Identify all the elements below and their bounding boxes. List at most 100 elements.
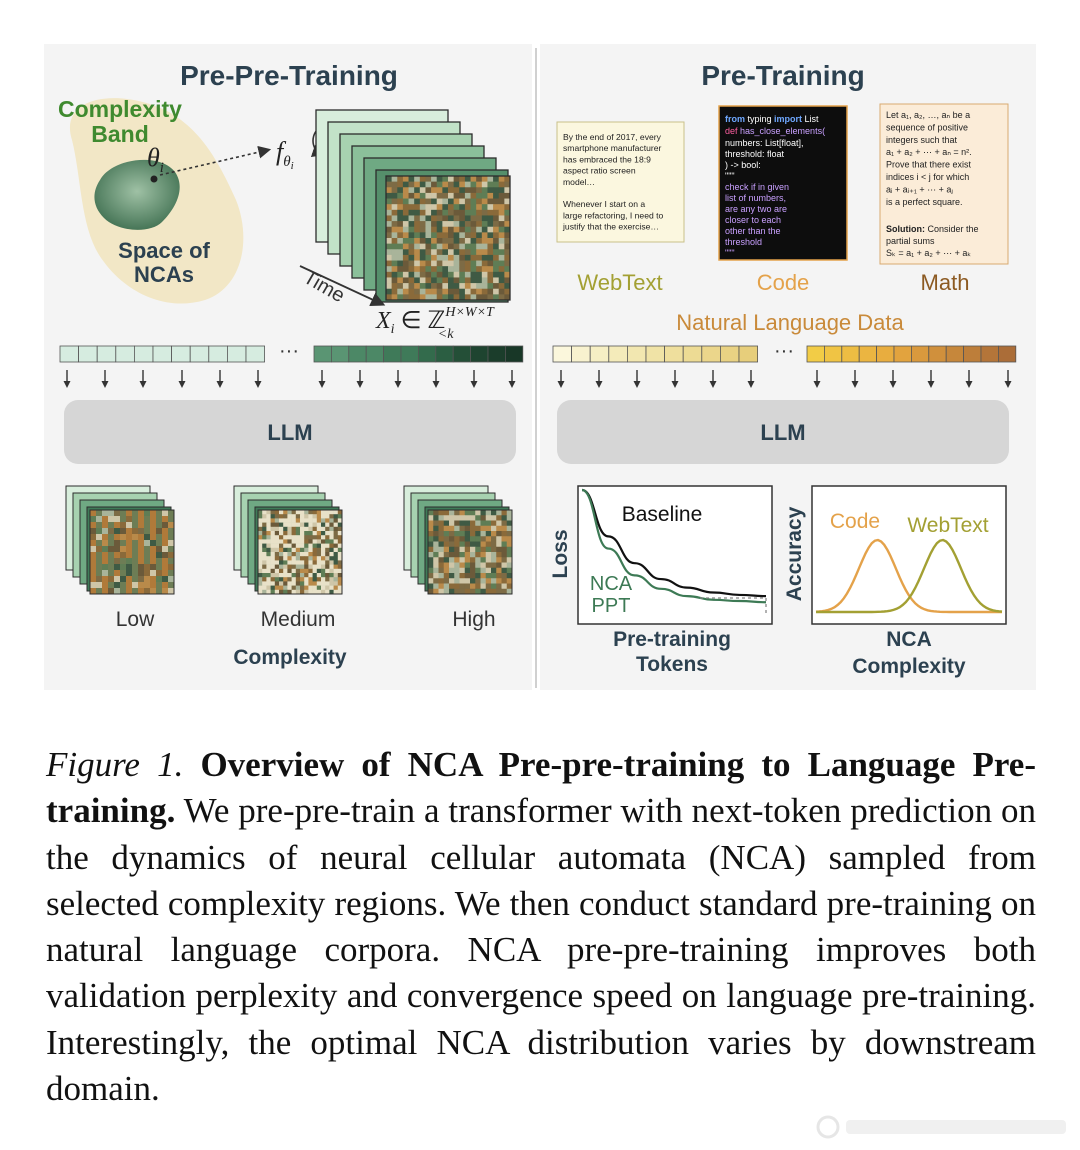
natural-language-label: Natural Language Data [676,310,904,335]
nca-ppt-label-1: NCA [590,573,633,595]
card-line: integers such that [886,135,958,145]
token-cell [133,345,154,363]
card-line: Sₖ = a₁ + a₂ + ⋯ + aₖ [886,248,971,258]
token-cell [152,345,173,363]
caption-title: Overview of NCA Pre-pre-training to Lang… [46,745,1036,831]
token-cell [858,345,878,363]
token-arrowhead [432,381,440,388]
card-line: threshold [725,237,762,247]
complexity-low-label: Low [116,608,155,631]
baseline-curve [581,488,767,598]
token-cell [701,345,721,363]
code-line-2: def has_close_elements( [725,126,825,136]
token-cell [589,345,610,363]
card-line: closer to each [725,215,781,225]
space-of-ncas-label-1: Space of [118,238,210,263]
left-token-arrows [63,370,516,388]
code-card-body: numbers: List[float], threshold: float) … [725,138,804,258]
card-line: model… [563,177,595,187]
complexity-medium-label: Medium [261,608,336,631]
token-cell [313,345,332,363]
token-cell [627,345,647,363]
token-cell [245,345,266,363]
watermark-logo [816,1115,1066,1139]
complexity-low-stack [65,485,175,595]
token-cell [226,345,247,363]
token-cell [59,345,80,363]
webtext-label: WebText [577,270,662,295]
token-arrowhead [557,381,565,388]
code-card [718,105,848,261]
card-line: numbers: List[float], [725,138,804,148]
token-cell [945,345,965,363]
card-line: Prove that there exist [886,160,972,170]
token-arrowhead [178,381,186,388]
token-cell [963,345,982,363]
token-arrowhead [1004,381,1012,388]
card-line: check if in given [725,182,789,192]
token-arrowhead [851,381,859,388]
token-cell [96,345,117,363]
token-cell [365,345,385,363]
complexity-band-label-1: Complexity [58,96,182,122]
token-arrowhead [595,381,603,388]
nca-token-bar [59,345,524,363]
webtext-accuracy-curve [816,538,1003,614]
token-cell [330,345,350,363]
figure-caption: Figure 1. Overview of NCA Pre-pre-traini… [46,742,1036,1112]
token-arrowhead [813,381,821,388]
card-line: indices i < j for which [886,172,969,182]
card-line: are any two are [725,204,787,214]
token-cell [876,345,895,363]
right-llm-label: LLM [760,420,805,445]
acc-code-label: Code [830,510,880,533]
card-line: justify that the exercise… [562,222,659,232]
card-line: Let a₁, a₂, …, aₙ be a [886,110,970,120]
token-cell [682,345,703,363]
accuracy-chart-frame [811,485,1007,625]
token-arrowhead [394,381,402,388]
right-token-arrows [557,370,1012,388]
language-token-bar [552,345,1017,363]
theta-point [150,175,158,183]
token-cell [115,345,135,363]
right-panel-title: Pre-Training [701,60,864,91]
nca-frame-stack [315,109,511,303]
token-arrowhead [508,381,516,388]
time-arrow [299,265,386,306]
card-line: list of numbers, [725,193,786,203]
nca-frame-front [386,176,511,301]
token-cell [806,345,825,363]
complexity-medium-stack [233,485,343,595]
token-arrowhead [470,381,478,388]
accuracy-y-label: Accuracy [783,506,806,601]
nca-ppt-label-2: PPT [592,595,631,617]
card-line: threshold: float [725,149,785,159]
token-arrowhead [139,381,147,388]
accuracy-x-label-2: Complexity [852,655,966,678]
card-line: has embraced the 18:9 [563,154,651,164]
token-arrowhead [965,381,973,388]
loss-x-label-2: Tokens [636,653,708,676]
token-cell [171,345,191,363]
token-cell [417,345,437,363]
caption-label: Figure 1. [46,745,184,784]
token-arrowhead [318,381,326,388]
card-line: aspect ratio screen [563,166,636,176]
acc-webtext-label: WebText [907,514,988,537]
right-llm-box [557,400,1009,464]
token-cell [720,345,740,363]
token-arrowhead [633,381,641,388]
token-cell [738,345,759,363]
left-llm-box [64,400,516,464]
accuracy-x-label-1: NCA [886,628,932,651]
card-line: """ [725,248,735,258]
card-line: sequence of positive [886,122,968,132]
card-line: By the end of 2017, every [563,132,662,142]
loss-x-label-1: Pre-training [613,628,731,651]
token-cell [928,345,947,363]
right-token-ellipsis: ··· [774,340,794,362]
math-solution-text: partial sums Sₖ = a₁ + a₂ + ⋯ + aₖ [886,236,971,258]
accuracy-chart-curves [815,538,1003,614]
